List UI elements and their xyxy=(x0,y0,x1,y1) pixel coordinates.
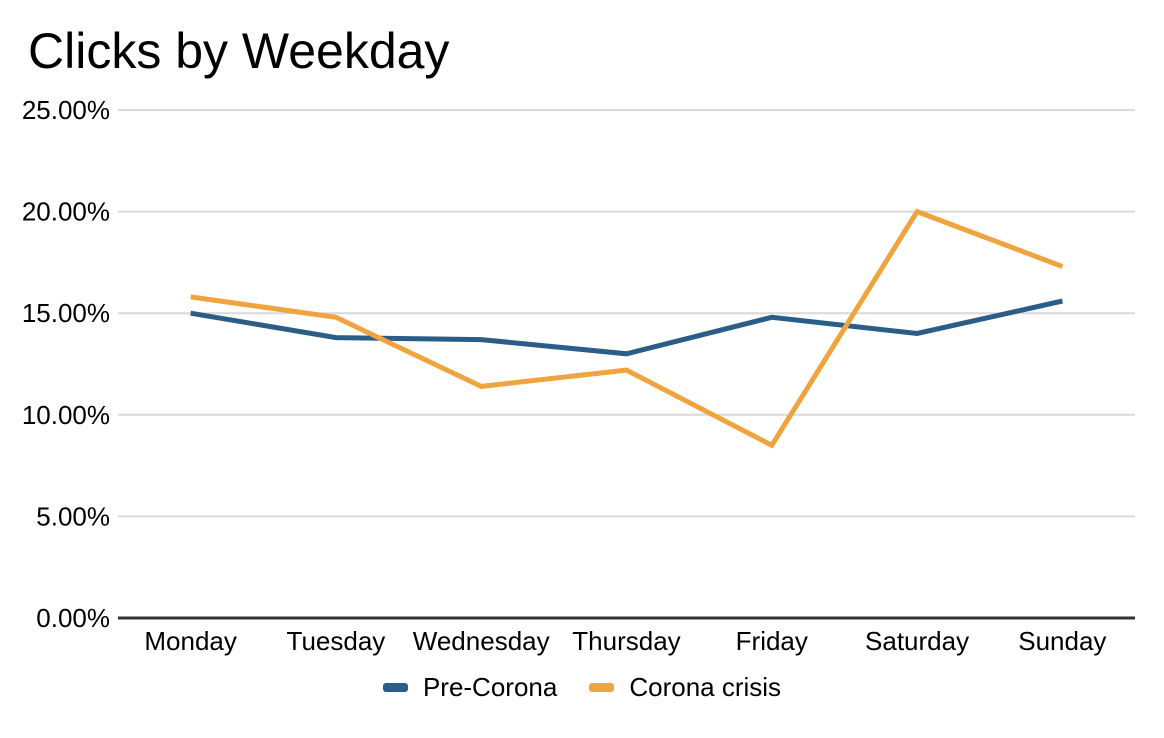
legend-label-pre-corona: Pre-Corona xyxy=(422,672,558,702)
x-axis-label: Thursday xyxy=(572,626,680,656)
legend-item-corona-crisis: Corona crisis xyxy=(589,672,781,703)
y-axis-tick-label: 25.00% xyxy=(22,95,110,125)
y-axis-tick-label: 5.00% xyxy=(36,501,110,531)
legend-swatch-pre-corona xyxy=(382,683,408,692)
y-axis-tick-label: 10.00% xyxy=(22,400,110,430)
chart-title: Clicks by Weekday xyxy=(28,23,450,79)
x-axis-label: Sunday xyxy=(1018,626,1106,656)
x-axis-label: Tuesday xyxy=(287,626,386,656)
legend-label-corona-crisis: Corona crisis xyxy=(629,672,782,702)
x-axis-label: Friday xyxy=(736,626,808,656)
legend-item-pre-corona: Pre-Corona xyxy=(382,672,558,703)
y-axis-tick-label: 0.00% xyxy=(36,603,110,633)
series-line-pre-corona xyxy=(190,298,1063,357)
y-axis-tick-label: 20.00% xyxy=(22,197,110,227)
x-axis-label: Wednesday xyxy=(413,626,550,656)
legend-swatch-corona-crisis xyxy=(589,683,615,692)
y-axis-tick-label: 15.00% xyxy=(22,298,110,328)
chart-legend: Pre-Corona Corona crisis xyxy=(0,672,1164,703)
series-line-corona-crisis xyxy=(190,208,1064,449)
x-axis-label: Monday xyxy=(144,626,237,656)
x-axis-label: Saturday xyxy=(865,626,969,656)
